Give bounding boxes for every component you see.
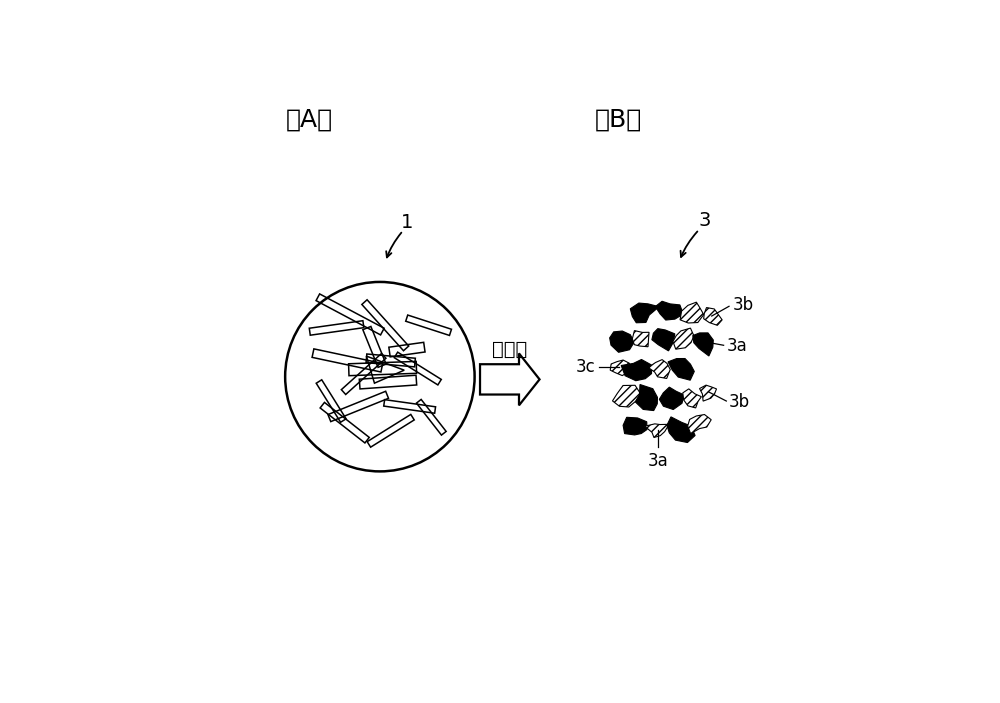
Polygon shape bbox=[680, 302, 704, 323]
Text: （A）: （A） bbox=[286, 108, 333, 131]
Polygon shape bbox=[635, 385, 657, 411]
Polygon shape bbox=[704, 307, 722, 325]
Text: 3a: 3a bbox=[727, 337, 748, 355]
Text: 3a: 3a bbox=[647, 453, 668, 470]
Polygon shape bbox=[612, 385, 640, 407]
Polygon shape bbox=[659, 387, 684, 410]
Polygon shape bbox=[630, 303, 659, 323]
Polygon shape bbox=[610, 360, 630, 375]
Polygon shape bbox=[652, 328, 675, 351]
Polygon shape bbox=[645, 424, 669, 437]
Text: （B）: （B） bbox=[594, 108, 642, 131]
Polygon shape bbox=[648, 360, 670, 378]
Polygon shape bbox=[688, 415, 711, 434]
Polygon shape bbox=[668, 359, 694, 380]
Polygon shape bbox=[621, 359, 652, 381]
Text: 1: 1 bbox=[401, 213, 413, 232]
Polygon shape bbox=[667, 417, 695, 442]
Text: 3: 3 bbox=[698, 212, 711, 231]
Polygon shape bbox=[673, 328, 694, 349]
Polygon shape bbox=[480, 354, 540, 406]
Polygon shape bbox=[610, 331, 634, 352]
Polygon shape bbox=[700, 385, 717, 401]
Text: 3c: 3c bbox=[576, 358, 596, 376]
Polygon shape bbox=[632, 330, 649, 347]
Polygon shape bbox=[683, 389, 701, 408]
Text: 微粉碎: 微粉碎 bbox=[492, 340, 527, 359]
Polygon shape bbox=[623, 418, 647, 435]
Text: 3b: 3b bbox=[729, 393, 750, 411]
Polygon shape bbox=[693, 333, 713, 356]
Polygon shape bbox=[655, 302, 683, 320]
Text: 3b: 3b bbox=[732, 296, 753, 314]
